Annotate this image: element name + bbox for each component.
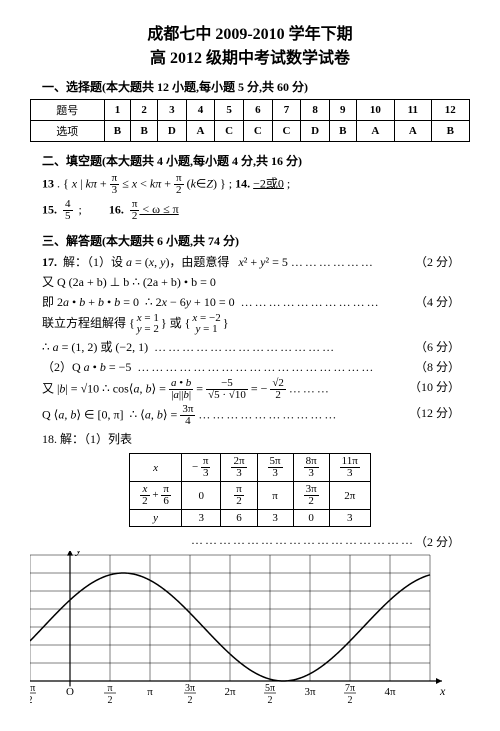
- q17-l8: Q ⟨a, b⟩ ∈ [0, π] ∴ ⟨a, b⟩ = 3π4 ……………………: [42, 404, 470, 427]
- svg-text:π: π: [107, 683, 112, 694]
- ans-8: D: [301, 121, 330, 142]
- q17-l6: （2）Q a • b = −5 ……………………………………………（8 分）: [42, 358, 470, 375]
- svg-text:3π: 3π: [185, 683, 195, 694]
- svg-text:2: 2: [348, 695, 353, 706]
- svg-text:2: 2: [30, 695, 33, 706]
- col-10: 10: [356, 100, 394, 121]
- q17-l2: 又 Q (2a + b) ⊥ b ∴ (2a + b) • b = 0: [42, 273, 470, 290]
- col-2: 2: [131, 100, 158, 121]
- ans-3: D: [158, 121, 187, 142]
- q13: 13 . { x | kπ + π3 ≤ x < kπ + π2 (k∈Z) }…: [42, 173, 470, 196]
- col-6: 6: [243, 100, 272, 121]
- svg-text:π: π: [147, 686, 153, 698]
- col-4: 4: [186, 100, 215, 121]
- svg-text:2: 2: [268, 695, 273, 706]
- q18-table: x− π32π35π38π311π3 x2 + π60π2π3π22π y363…: [129, 453, 371, 527]
- title-line-1: 成都七中 2009-2010 学年下期: [30, 20, 470, 44]
- col-3: 3: [158, 100, 187, 121]
- xy-cell: 0: [293, 510, 329, 527]
- svg-text:O: O: [66, 686, 74, 698]
- col-9: 9: [329, 100, 356, 121]
- ans-12: B: [431, 121, 469, 142]
- xy-cell: 3: [329, 510, 370, 527]
- title-line-2: 高 2012 级期中考试数学试卷: [30, 44, 470, 68]
- svg-text:4π: 4π: [384, 686, 396, 698]
- q17-l7: 又 |b| = √10 ∴ cos⟨a, b⟩ = a • b|a||b| = …: [42, 378, 470, 401]
- q17-l4: 联立方程组解得 {x = 1y = 2} 或 {x = −2y = 1}: [42, 313, 470, 335]
- xy-r1-label: x: [130, 454, 182, 482]
- xy-r3-label: y: [130, 510, 182, 527]
- xy-r2-label: x2 + π6: [130, 482, 182, 510]
- xy-cell: 11π3: [329, 454, 370, 482]
- xy-cell: 5π3: [257, 454, 293, 482]
- col-8: 8: [301, 100, 330, 121]
- ans-11: A: [395, 121, 432, 142]
- svg-text:2: 2: [108, 695, 113, 706]
- header-label: 题号: [31, 100, 105, 121]
- q18-points: …………………………………………（2 分）: [42, 533, 470, 548]
- svg-text:5π: 5π: [265, 683, 275, 694]
- svg-text:2π: 2π: [224, 686, 236, 698]
- xy-cell: 6: [221, 510, 257, 527]
- answer-table: 题号123456789101112 选项BBDACCCDBAAB: [30, 99, 470, 142]
- ans-9: B: [329, 121, 356, 142]
- xy-cell: 0: [181, 482, 221, 510]
- q17-l5: ∴ a = (1, 2) 或 (−2, 1) …………………………………（6 分…: [42, 338, 470, 355]
- svg-text:y: y: [75, 551, 82, 557]
- svg-text:x: x: [439, 684, 446, 698]
- section3-head: 三、解答题(本大题共 6 小题,共 74 分): [30, 232, 470, 249]
- col-7: 7: [272, 100, 301, 121]
- svg-text:3π: 3π: [304, 686, 316, 698]
- section2-head: 二、填空题(本大题共 4 小题,每小题 4 分,共 16 分): [30, 152, 470, 169]
- col-5: 5: [215, 100, 244, 121]
- sine-graph: yx−π2Oπ2π3π22π5π23π7π24π: [30, 551, 470, 711]
- col-11: 11: [395, 100, 432, 121]
- xy-cell: 3π2: [293, 482, 329, 510]
- svg-text:7π: 7π: [345, 683, 355, 694]
- row-label: 选项: [31, 121, 105, 142]
- xy-cell: π2: [221, 482, 257, 510]
- q17-l1: 17. 解：（1）设 a = (x, y)，由题意得 x² + y² = 5 ……: [42, 253, 470, 270]
- q18-head: 18. 解：（1）列表: [42, 430, 470, 447]
- xy-cell: 2π3: [221, 454, 257, 482]
- xy-cell: 3: [257, 510, 293, 527]
- q15-16: 15. 45 ; 16. π2 < ω ≤ π: [42, 199, 470, 222]
- xy-cell: 8π3: [293, 454, 329, 482]
- col-12: 12: [431, 100, 469, 121]
- ans-10: A: [356, 121, 394, 142]
- xy-cell: π: [257, 482, 293, 510]
- ans-2: B: [131, 121, 158, 142]
- q17-l3: 即 2a • b + b • b = 0 ∴ 2x − 6y + 10 = 0 …: [42, 293, 470, 310]
- xy-cell: 2π: [329, 482, 370, 510]
- xy-cell: 3: [181, 510, 221, 527]
- ans-4: A: [186, 121, 215, 142]
- xy-cell: − π3: [181, 454, 221, 482]
- ans-5: C: [215, 121, 244, 142]
- section1-head: 一、选择题(本大题共 12 小题,每小题 5 分,共 60 分): [30, 78, 470, 95]
- col-1: 1: [104, 100, 131, 121]
- svg-text:2: 2: [188, 695, 193, 706]
- ans-6: C: [243, 121, 272, 142]
- svg-text:−π: −π: [30, 683, 35, 694]
- ans-1: B: [104, 121, 131, 142]
- ans-7: C: [272, 121, 301, 142]
